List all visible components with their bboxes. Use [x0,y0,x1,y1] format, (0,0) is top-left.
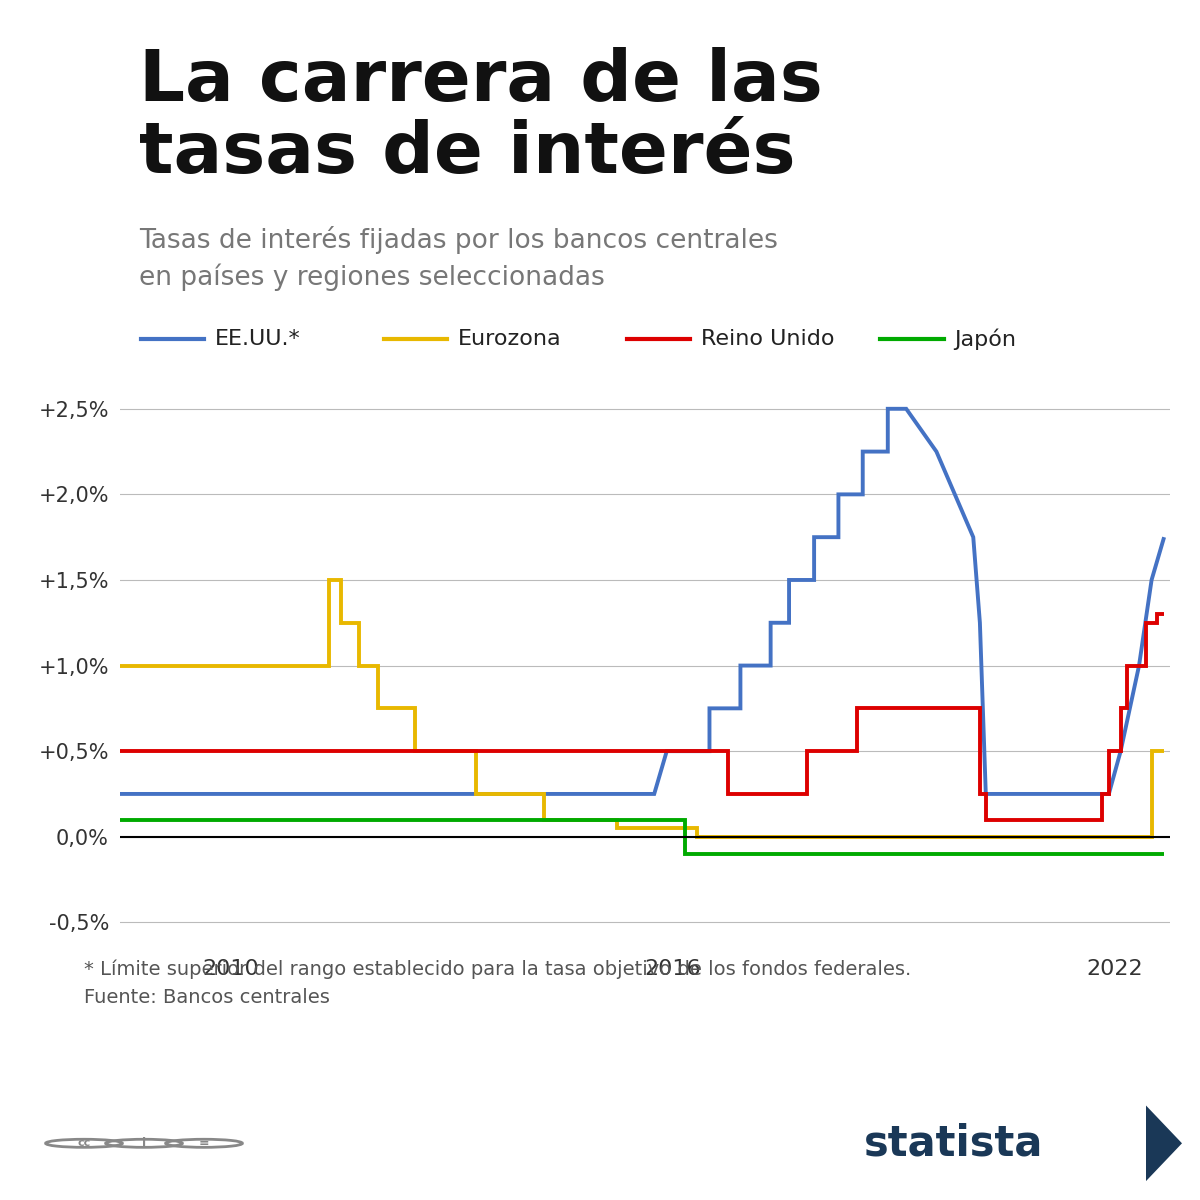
Text: Reino Unido: Reino Unido [701,329,834,349]
Text: La carrera de las
tasas de interés: La carrera de las tasas de interés [139,47,823,188]
Text: EE.UU.*: EE.UU.* [215,329,301,349]
Text: * Límite superior del rango establecido para la tasa objetivo de los fondos fede: * Límite superior del rango establecido … [84,960,911,1007]
Polygon shape [1146,1105,1182,1181]
Text: Tasas de interés fijadas por los bancos centrales
en países y regiones seleccion: Tasas de interés fijadas por los bancos … [139,226,778,290]
Text: Japón: Japón [954,329,1016,349]
Text: Eurozona: Eurozona [458,329,562,349]
Text: i: i [142,1136,146,1150]
Text: statista: statista [864,1122,1043,1164]
Text: =: = [199,1136,209,1150]
Text: cc: cc [77,1139,91,1148]
